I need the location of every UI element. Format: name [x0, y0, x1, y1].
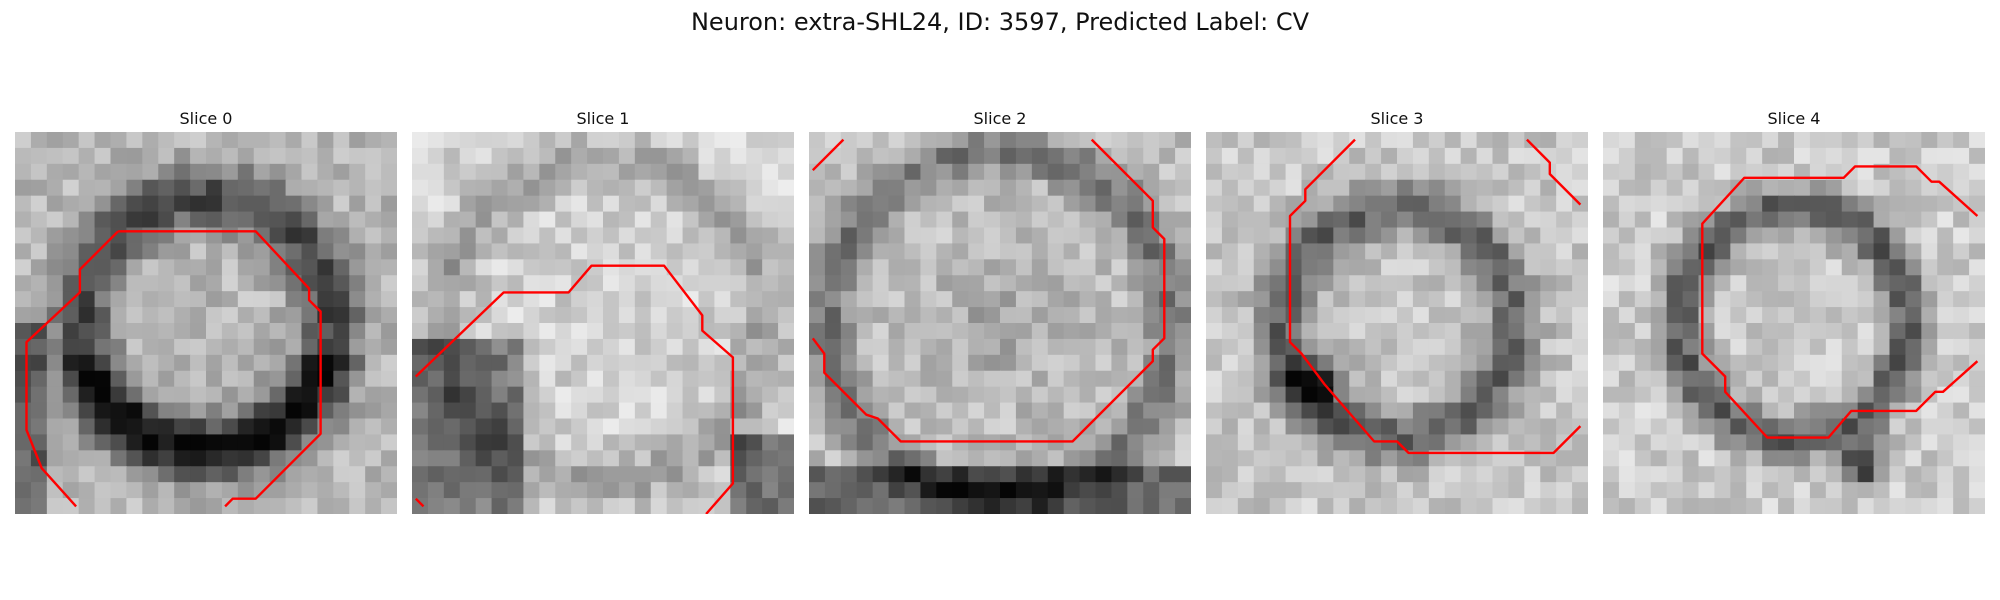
contour-line-1: [25, 230, 119, 508]
contour-line-0: [414, 264, 735, 514]
contour-line-1: [414, 497, 425, 508]
slice-panel-0: Slice 0: [15, 106, 397, 514]
slice-panel-4: Slice 4: [1603, 106, 1985, 514]
slice-image-1: [412, 132, 794, 514]
micrograph-pixels: [809, 132, 1191, 514]
micrograph-pixels: [412, 132, 794, 514]
slice-panel-2: Slice 2: [809, 106, 1191, 514]
slice-title-3: Slice 3: [1370, 109, 1424, 128]
contour-line-0: [118, 230, 322, 508]
slice-title-1: Slice 1: [576, 109, 630, 128]
slice-image-3: [1206, 132, 1588, 514]
contour-line-0: [1701, 165, 1979, 439]
slice-panel-3: Slice 3: [1206, 106, 1588, 514]
contour-line-1: [1526, 138, 1582, 206]
slice-image-4: [1603, 132, 1985, 514]
contour-line-0: [1288, 138, 1582, 455]
micrograph-pixels: [1603, 132, 1985, 514]
slice-title-2: Slice 2: [973, 109, 1027, 128]
slice-image-2: [809, 132, 1191, 514]
slice-title-4: Slice 4: [1767, 109, 1821, 128]
micrograph-pixels: [15, 132, 397, 514]
contour-line-0: [811, 138, 1166, 443]
micrograph-pixels: [1206, 132, 1588, 514]
figure-title: Neuron: extra-SHL24, ID: 3597, Predicted…: [690, 8, 1310, 36]
slice-title-0: Slice 0: [179, 109, 233, 128]
contour-line-1: [811, 138, 845, 172]
slice-panel-1: Slice 1: [412, 106, 794, 514]
slice-image-0: [15, 132, 397, 514]
